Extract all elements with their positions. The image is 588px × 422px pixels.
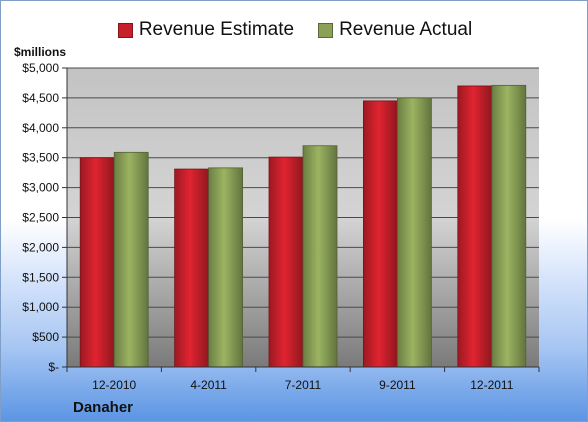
y-tick-label: $2,500	[22, 211, 59, 225]
bar-revenue-estimate	[268, 156, 304, 368]
y-tick-label: $4,500	[22, 91, 59, 105]
x-tick-label: 4-2011	[190, 378, 227, 392]
y-tick-label: $1,500	[22, 270, 59, 284]
legend-item-revenue-estimate: Revenue Estimate	[117, 19, 295, 41]
y-tick-label: $4,000	[22, 121, 59, 135]
bars	[79, 84, 527, 368]
legend-swatch-revenue-estimate	[117, 22, 133, 38]
bar-revenue-actual	[113, 151, 149, 368]
bar-revenue-actual	[208, 167, 244, 368]
legend: Revenue Estimate Revenue Actual	[1, 17, 587, 43]
bar-revenue-actual	[396, 97, 432, 368]
bar-revenue-estimate	[362, 100, 398, 368]
bar-revenue-estimate	[174, 168, 210, 368]
legend-swatch-revenue-actual	[318, 22, 334, 38]
company-label: Danaher	[73, 399, 134, 416]
x-tick-label: 12-2010	[92, 378, 136, 392]
legend-label-revenue-actual: Revenue Actual	[339, 19, 473, 40]
y-tick-label: $500	[32, 330, 59, 344]
y-tick-label: $-	[48, 360, 59, 374]
x-tick-label: 7-2011	[285, 378, 322, 392]
legend-item-revenue-actual: Revenue Actual	[318, 19, 472, 41]
bar-revenue-estimate	[79, 157, 115, 368]
legend-label-revenue-estimate: Revenue Estimate	[138, 19, 295, 40]
bar-revenue-actual	[302, 145, 338, 368]
x-tick-label: 9-2011	[379, 378, 416, 392]
y-tick-label: $1,000	[22, 300, 59, 314]
axes: $- $500 $1,000 $1,500 $2,000 $2,500 $3,000 $3,5…	[22, 61, 540, 392]
bar-revenue-actual	[491, 84, 527, 368]
y-tick-label: $3,500	[22, 151, 59, 165]
y-tick-label: $5,000	[22, 61, 59, 75]
y-axis-unit-label: $millions	[14, 45, 67, 59]
x-tick-label: 12-2011	[470, 378, 513, 392]
bar-revenue-estimate	[457, 85, 493, 368]
y-tick-label: $3,000	[22, 181, 59, 195]
y-tick-label: $2,000	[22, 240, 59, 254]
